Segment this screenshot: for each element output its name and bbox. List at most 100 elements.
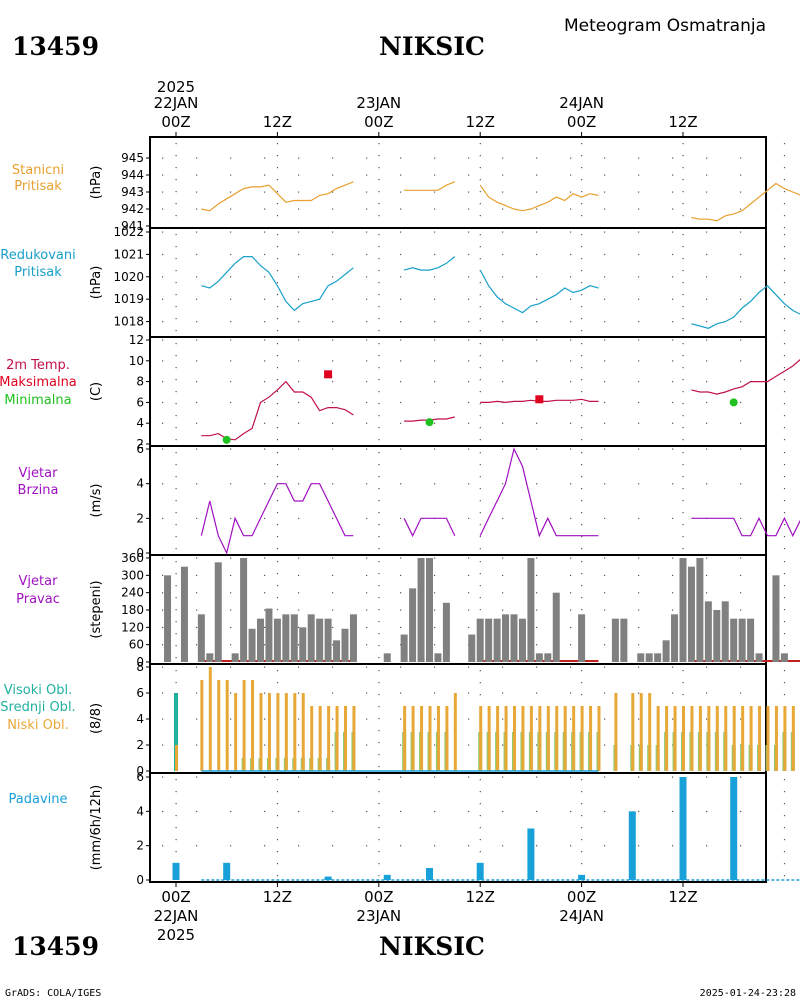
grid-dot — [378, 694, 380, 696]
grid-dot — [581, 851, 583, 853]
grid-dot — [536, 298, 538, 300]
grid-dot — [230, 810, 232, 813]
grid-dot — [468, 609, 470, 611]
cloud-bar — [673, 706, 677, 771]
y-tick-label: 4 — [136, 477, 144, 491]
y-tick-label: 0 — [136, 546, 144, 560]
grid-dot — [276, 839, 279, 841]
grid-dot — [400, 381, 402, 383]
grid-dot — [783, 645, 786, 647]
hour-label-bottom: 00Z — [161, 888, 190, 906]
grid-dot — [672, 666, 674, 668]
panel-frame — [149, 772, 767, 883]
y-tick-label: 8 — [136, 375, 144, 389]
hour-label-top: 12Z — [263, 113, 292, 131]
direction-bar — [240, 558, 248, 662]
series-line — [404, 181, 456, 191]
grid-dot — [502, 557, 504, 559]
grid-dot — [276, 863, 279, 865]
grid-dot — [230, 401, 232, 404]
panel-label: Maksimalna — [0, 375, 77, 390]
grid-dot — [706, 557, 708, 559]
grid-dot — [570, 360, 572, 362]
grid-dot — [638, 557, 640, 559]
grid-dot — [276, 548, 279, 550]
grid-dot — [479, 282, 481, 284]
grid-dot — [740, 381, 742, 383]
grid-dot — [783, 536, 786, 538]
series-line — [691, 182, 800, 222]
grid-dot — [479, 536, 481, 538]
y-tick-label: 941 — [121, 219, 144, 233]
grid-dot — [638, 644, 640, 646]
grid-dot — [434, 191, 436, 193]
grid-dot — [264, 448, 266, 450]
grid-dot — [400, 298, 402, 300]
grid-dot — [468, 574, 470, 577]
cloud-bar — [242, 680, 246, 771]
grid-dot — [536, 208, 538, 210]
grid-dot — [366, 626, 368, 629]
grid-dot — [175, 512, 177, 514]
grid-dot — [175, 597, 177, 599]
panel-frame — [149, 336, 767, 447]
grid-dot — [378, 875, 380, 877]
grid-dot — [638, 401, 640, 404]
hour-label-top: 00Z — [567, 113, 596, 131]
grid-dot — [604, 744, 606, 746]
cloud-bar — [555, 706, 559, 771]
grid-dot — [366, 666, 368, 668]
grid-dot — [479, 500, 481, 502]
grid-dot — [332, 253, 334, 256]
grid-dot — [400, 718, 402, 720]
grid-dot — [638, 208, 640, 210]
cloud-bar — [175, 745, 178, 771]
grid-dot — [264, 626, 266, 629]
direction-bar — [257, 618, 264, 662]
grid-dot — [468, 776, 470, 778]
grid-dot — [332, 845, 334, 847]
grid-dot — [502, 157, 504, 159]
grid-dot — [581, 155, 583, 157]
grid-dot — [783, 452, 786, 454]
grid-dot — [175, 779, 177, 781]
grid-dot — [264, 644, 266, 646]
y-tick-label: 1019 — [113, 292, 144, 306]
grid-dot — [196, 191, 198, 193]
direction-bar — [341, 628, 349, 662]
grid-dot — [175, 476, 177, 478]
grid-dot — [468, 191, 470, 193]
grid-dot — [434, 592, 436, 594]
grid-dot — [479, 246, 481, 248]
grid-dot — [276, 294, 279, 296]
grid-dot — [581, 488, 583, 490]
station-name-top: NIKSIC — [379, 32, 485, 61]
hour-label-top: 00Z — [161, 113, 190, 131]
grid-dot — [479, 306, 481, 308]
grid-dot — [276, 355, 279, 357]
grid-dot — [378, 270, 380, 272]
series-line — [403, 256, 456, 271]
grid-dot — [570, 276, 572, 278]
grid-dot — [740, 609, 742, 611]
grid-dot — [570, 174, 572, 176]
grid-dot — [638, 360, 640, 362]
grid-dot — [230, 360, 232, 362]
panel-label: Pravac — [16, 592, 60, 607]
grid-dot — [536, 744, 538, 746]
grid-dot — [581, 379, 583, 381]
grid-dot — [638, 231, 640, 233]
direction-bar — [434, 653, 442, 662]
grid-dot — [434, 321, 436, 323]
direction-bar — [307, 614, 315, 662]
grid-dot — [276, 573, 279, 575]
grid-dot — [175, 670, 177, 672]
grid-dot — [479, 258, 481, 260]
grid-dot — [366, 360, 368, 362]
grid-dot — [479, 234, 481, 236]
grid-dot — [672, 483, 674, 485]
grid-dot — [366, 321, 368, 323]
direction-bar — [637, 653, 645, 662]
grid-dot — [740, 574, 742, 577]
grid-dot — [479, 403, 481, 405]
